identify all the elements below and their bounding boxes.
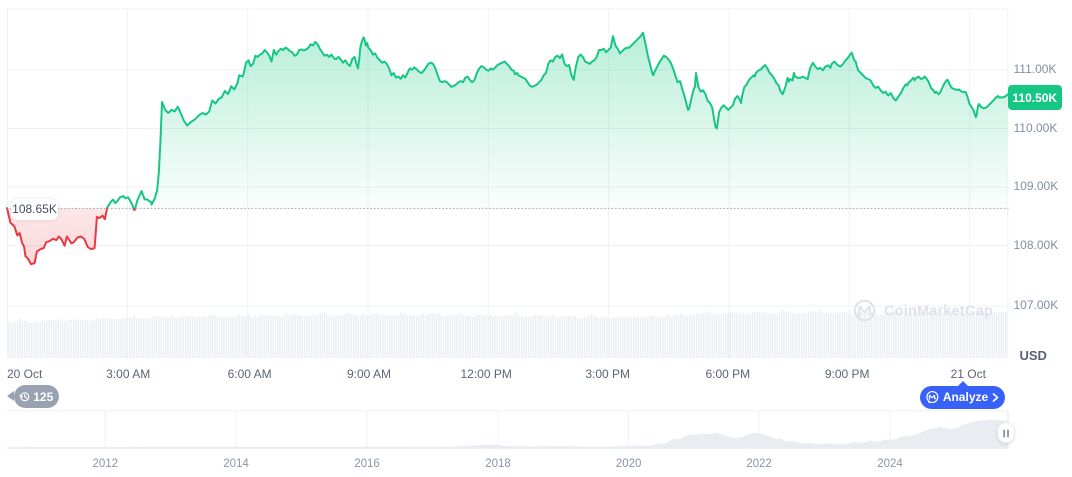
svg-text:CoinMarketCap: CoinMarketCap: [884, 304, 993, 320]
